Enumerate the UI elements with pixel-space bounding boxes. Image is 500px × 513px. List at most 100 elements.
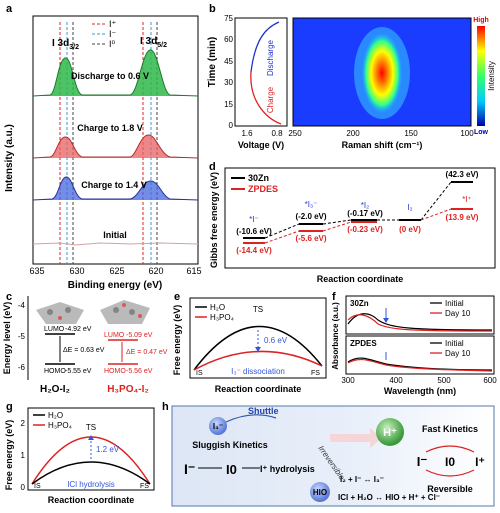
a-frame	[32, 15, 199, 265]
e-legend-h2o: H₂O	[210, 303, 225, 312]
c-h3po4-label: H₃PO₄-I₂	[107, 384, 149, 395]
f-top-frame	[345, 295, 495, 335]
a-trace-initial	[32, 242, 199, 246]
f-xlabel: Wavelength (nm)	[384, 386, 456, 396]
g-curve-h2o	[31, 461, 151, 485]
e-fs: FS	[311, 370, 320, 377]
c-h2o-label: H₂O-I₂	[40, 384, 70, 395]
d-legend-30zn: 30Zn	[248, 173, 269, 183]
a-label-initial: Initial	[103, 230, 127, 240]
a-xtick: 630	[69, 266, 84, 276]
h-hio: HIO	[313, 488, 327, 497]
b-ylabel: Time (min)	[207, 37, 218, 87]
f-xtick: 400	[389, 376, 403, 385]
b-ytick: 30	[224, 78, 233, 87]
h-reversible-top-arrow	[425, 445, 475, 453]
d-connector	[264, 223, 300, 239]
b-xtick-left: 1.6	[241, 129, 253, 138]
c-h3po4-homo: HOMO	[104, 368, 126, 375]
g-diff: 1.2 eV	[96, 445, 120, 454]
g-ytick: 0	[21, 483, 26, 492]
b-charge-label: Charge	[266, 86, 275, 113]
d-species: *I₂	[361, 201, 369, 210]
a-label-discharge: Discharge to 0.6 V	[71, 71, 149, 81]
panel-c: c Energy level (eV) -4 -5 -6 LUMO -4.92 …	[2, 291, 168, 395]
a-peak-right: I 3d5/2	[140, 36, 167, 49]
d-ylabel: Gibbs free energy (eV)	[209, 172, 219, 268]
c-molecule-h2o	[36, 302, 84, 324]
panel-h: h I₃⁻ Shuttle Sluggish Kinetics Irrevers…	[162, 401, 495, 507]
c-h2o-gap: ΔE = 0.63 eV	[63, 347, 105, 354]
g-legend-h3po4: H₃PO₄	[48, 421, 72, 430]
panel-label-g: g	[6, 401, 13, 413]
b-xtick-left: 0.8	[271, 129, 283, 138]
h-i3-ball	[209, 417, 227, 435]
a-trace-charge14	[32, 176, 199, 201]
g-is: IS	[34, 483, 41, 490]
b-xlabel-left: Voltage (V)	[238, 140, 284, 150]
a-xtick: 625	[109, 266, 124, 276]
b-colorbar	[477, 26, 485, 126]
f-top-curve-day10	[347, 314, 493, 332]
a-legend-iplus: I⁺	[109, 19, 117, 29]
f-bottom-curve-day10	[347, 358, 493, 372]
b-colorbar-label: Intensity	[487, 61, 496, 91]
e-ylabel: Free energy (eV)	[172, 305, 182, 376]
h-iplus-hydro: I⁺ hydrolysis	[260, 464, 315, 474]
e-frame	[189, 297, 327, 379]
h-hio-ball	[310, 482, 330, 502]
c-h2o-homo-val: -5.55 eV	[65, 368, 92, 375]
f-top-title: 30Zn	[350, 299, 369, 308]
f-top-arrowhead	[383, 318, 389, 323]
panel-b: b Time (min) 0 15 30 45 60 75 Discharge …	[207, 3, 496, 150]
panel-label-f: f	[332, 291, 336, 303]
e-diff: 0.6 eV	[264, 336, 288, 345]
f-bottom-frame	[345, 335, 495, 375]
d-value-zpdes: (-14.4 eV)	[236, 246, 272, 255]
d-value-zpdes: (0 eV)	[399, 225, 421, 234]
panel-f: f Absorbance (a.u.) 30Zn ZPDES Initial D…	[331, 291, 497, 396]
g-ts: TS	[86, 423, 96, 432]
c-h2o-homo: HOMO	[44, 368, 66, 375]
a-trace-discharge	[32, 49, 199, 97]
panel-label-e: e	[174, 291, 180, 303]
h-hplus: H⁺	[383, 427, 397, 439]
a-xtick: 615	[186, 266, 201, 276]
h-i3: I₃⁻	[213, 422, 223, 431]
h-reversible-bottom-arrow	[425, 469, 475, 477]
g-curve-h3po4	[31, 436, 151, 485]
h-eq2: ICl + H₂O ↔ HIO + H⁺ + Cl⁻	[338, 493, 440, 502]
h-shuttle: Shuttle	[248, 406, 279, 416]
panel-g: g Free energy (eV) 0 1 2 H₂O H₃PO₄ TS 1.…	[4, 401, 155, 505]
g-xlabel: Reaction coordinate	[48, 495, 135, 505]
f-bottom-legend-initial: Initial	[445, 339, 464, 348]
h-r-iplus: I⁺	[475, 455, 485, 469]
d-value-zpdes: (-0.23 eV)	[347, 225, 383, 234]
e-curve-h2o	[193, 325, 323, 371]
b-colorbar-high: High	[473, 17, 489, 24]
b-xlabel-right: Raman shift (cm⁻¹)	[342, 140, 423, 150]
h-r-izero: I0	[445, 455, 455, 469]
a-peak-left: I 3d3/2	[52, 38, 79, 51]
c-h3po4-lumo-val: -5.09 eV	[126, 332, 153, 339]
b-xtick-right: 100	[460, 129, 474, 138]
panel-label-b: b	[209, 3, 216, 15]
c-h3po4-homo-val: -5.56 eV	[126, 368, 153, 375]
f-xtick: 300	[341, 376, 355, 385]
d-value-30zn: (-2.0 eV)	[295, 212, 326, 221]
f-top-legend-day10: Day 10	[445, 309, 471, 318]
panel-e: e Free energy (eV) H₂O H₃PO₄ TS 0.6 eV I…	[172, 291, 327, 394]
h-transition-arrow	[330, 428, 382, 448]
b-xtick-right: 250	[288, 129, 302, 138]
b-ytick: 15	[224, 100, 233, 109]
d-connector	[420, 208, 452, 221]
c-h3po4-lumo: LUMO	[104, 332, 125, 339]
h-shuttle-arrow	[225, 414, 277, 423]
panel-label-d: d	[209, 161, 216, 173]
g-ytick: 2	[21, 419, 26, 428]
b-heatmap-hotspot	[362, 33, 402, 113]
b-heatmap-frame	[292, 17, 472, 127]
b-curve-charge	[250, 71, 282, 125]
f-bottom-title: ZPDES	[350, 339, 377, 348]
d-species: I₂	[407, 203, 412, 212]
